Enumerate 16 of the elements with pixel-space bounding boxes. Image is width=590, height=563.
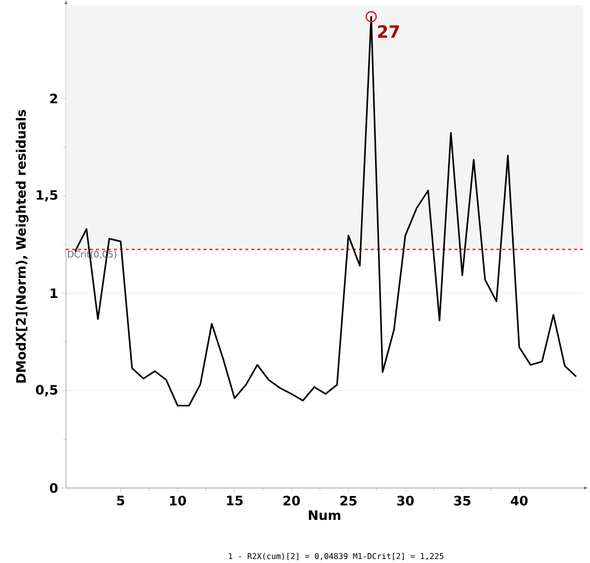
y-tick-label: 0 [50,482,58,493]
y-tick-label: 1,5 [36,190,58,202]
y-tick-label: 1 [50,288,58,298]
x-tick-label: 30 [397,496,414,506]
x-tick-label: 20 [284,496,300,506]
y-tick-label: 2 [50,93,58,104]
x-tick-label: 40 [510,496,528,506]
y-axis-title: DModX[2](Norm), Weighted residuals [16,110,28,382]
y-tick-label: 0,5 [36,384,58,396]
x-tick-label: 10 [170,496,186,506]
x-tick-label: 35 [454,496,470,506]
x-tick-label: 15 [227,496,243,506]
annotation: 27 [378,24,399,38]
x-axis-title: Num [308,510,340,520]
x-tick-label: 5 [117,496,124,506]
x-tick-label: 25 [340,496,357,506]
